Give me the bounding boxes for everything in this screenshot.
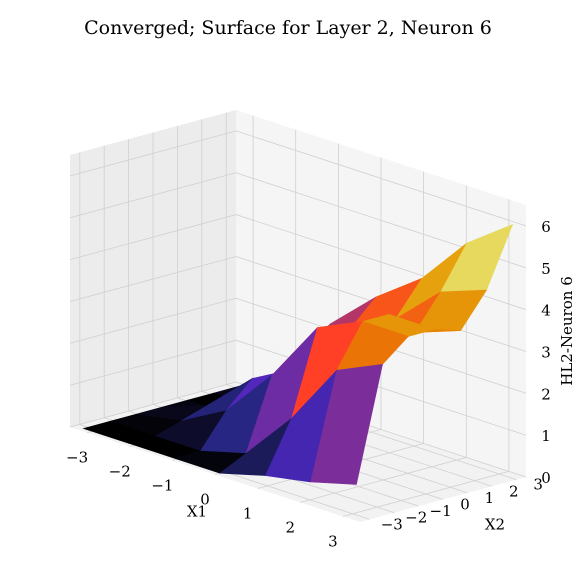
- y-tick-label: −3: [381, 515, 403, 533]
- y-tick-label: 1: [485, 489, 495, 507]
- x-tick-label: 2: [286, 518, 296, 536]
- surface-mesh: [82, 223, 514, 485]
- x-tick-label: −2: [109, 463, 131, 481]
- x-tick-label: 0: [200, 491, 210, 509]
- z-tick-label: 3: [541, 344, 551, 362]
- z-tick-label: 0: [541, 469, 551, 487]
- x-tick-label: −1: [151, 477, 173, 495]
- y-tick-label: 3: [533, 476, 543, 494]
- y-tick-label: −2: [405, 509, 427, 527]
- x-axis-label: X1: [187, 503, 207, 521]
- grid-line-z: [69, 339, 527, 436]
- y-tick-label: −1: [430, 502, 452, 520]
- z-tick-label: 1: [541, 427, 551, 445]
- grid-line-z: [69, 172, 527, 269]
- z-axis-label: HL2-Neuron 6: [558, 276, 576, 386]
- x-tick-label: −3: [66, 449, 88, 467]
- grid-line-z: [69, 297, 527, 394]
- grid-line-z: [69, 381, 527, 478]
- z-tick-label: 4: [541, 302, 551, 320]
- y-tick-label: 0: [460, 496, 470, 514]
- surface-patch: [310, 363, 383, 485]
- z-tick-label: 5: [541, 260, 551, 278]
- x-tick-label: 1: [243, 505, 253, 523]
- grid-line-z: [69, 130, 527, 227]
- chart-title: Converged; Surface for Layer 2, Neuron 6: [84, 17, 492, 39]
- z-tick-label: 6: [541, 218, 551, 236]
- x-tick-label: 3: [328, 532, 338, 550]
- z-tick-label: 2: [541, 385, 551, 403]
- y-axis-label: X2: [485, 516, 505, 534]
- y-tick-label: 2: [509, 482, 519, 500]
